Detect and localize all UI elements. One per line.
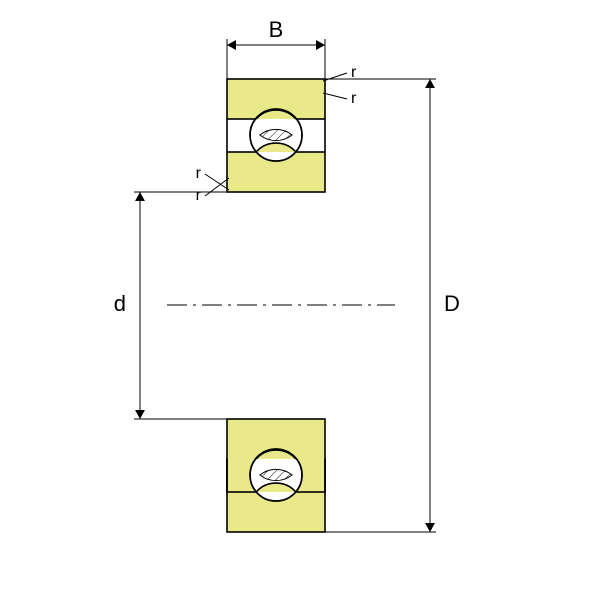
- width-label: B: [269, 17, 284, 42]
- radius-label-tl-in: r: [196, 187, 202, 204]
- inner-diameter-label: d: [114, 291, 126, 316]
- radius-label-tr-in: r: [351, 90, 357, 107]
- outer-diameter-label: D: [444, 291, 460, 316]
- radius-label-tr-out: r: [351, 64, 357, 81]
- radius-label-tl-out: r: [196, 165, 202, 182]
